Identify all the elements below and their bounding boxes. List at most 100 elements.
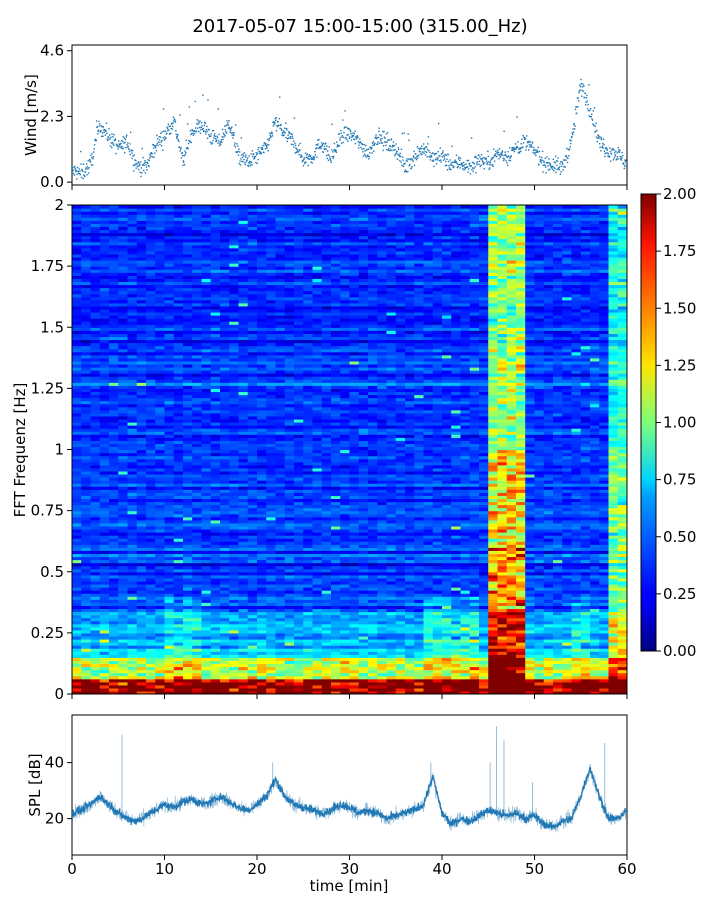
wind-point <box>491 158 493 160</box>
wind-point <box>431 152 433 155</box>
wind-point <box>80 176 83 179</box>
spectrogram-cell <box>210 406 221 411</box>
spectrogram-cell <box>238 470 249 475</box>
spectrogram-cell <box>201 605 212 610</box>
spectrogram-cell <box>220 412 230 417</box>
wind-point <box>399 152 401 155</box>
wind-panel: 0.02.34.6 Wind [m/s] <box>22 42 628 191</box>
spectrogram-cell <box>201 483 212 487</box>
spectrogram-cell <box>146 629 156 634</box>
spectrogram-cell <box>81 406 92 411</box>
spectrogram-cell <box>136 425 147 429</box>
spectrogram-cell <box>229 272 240 276</box>
spectrogram-cell <box>173 373 184 377</box>
spectrogram-cell <box>229 669 240 674</box>
spectrogram-cell <box>155 461 166 466</box>
spectrogram-cell <box>136 253 147 258</box>
spectrogram-cell <box>118 296 129 301</box>
wind-point <box>347 133 350 136</box>
spectrogram-cell <box>247 678 258 683</box>
spectrogram-cell <box>164 538 175 542</box>
wind-point <box>77 170 80 173</box>
spectrogram-cell <box>183 587 193 591</box>
spectrogram-cell <box>81 311 92 316</box>
spectrogram-cell <box>201 385 212 389</box>
spectrogram-cell <box>210 480 221 484</box>
spectrogram-cell <box>109 293 119 298</box>
wind-point <box>127 142 129 144</box>
wind-point <box>435 152 438 155</box>
wind-point <box>393 154 396 157</box>
spectrogram-cell <box>275 678 286 683</box>
spectrogram-cell <box>183 470 193 475</box>
wind-point <box>592 123 594 125</box>
spectrogram-cell <box>220 305 230 310</box>
spectrogram-cell <box>90 333 101 338</box>
wind-point <box>587 107 589 110</box>
spectrogram-cell <box>81 498 92 503</box>
spectrogram-cell <box>109 308 119 313</box>
spectrogram-cell <box>183 299 193 304</box>
wind-point <box>116 145 119 147</box>
spectrogram-cell <box>72 602 82 606</box>
spectrogram-cell <box>81 327 92 331</box>
wind-point <box>142 156 144 159</box>
spectrogram-cell <box>136 452 147 457</box>
spectrogram-cell <box>266 406 277 411</box>
wind-point <box>296 149 299 151</box>
wind-point <box>463 164 466 166</box>
wind-point <box>606 149 608 151</box>
spectrogram-cell <box>220 238 230 243</box>
wind-point <box>166 132 168 135</box>
spectrogram-cell <box>99 635 110 640</box>
spectrogram-cell <box>210 620 221 625</box>
wind-point <box>285 127 288 130</box>
wind-point <box>310 157 313 159</box>
spectrogram-cell <box>247 642 258 646</box>
spectrogram-cell <box>81 614 92 619</box>
spectrogram-cell <box>229 311 240 316</box>
spectrogram-cell <box>99 373 110 377</box>
wind-point <box>243 152 246 154</box>
wind-point <box>171 125 174 128</box>
spectrogram-cell <box>146 553 156 558</box>
spectrogram-cell <box>146 492 156 496</box>
spectrogram-cell <box>183 351 193 356</box>
spectrogram-cell <box>192 553 203 558</box>
spectrogram-cell <box>155 339 166 344</box>
spectrogram-cell <box>127 489 138 493</box>
spectrogram-cell <box>257 654 267 658</box>
spectrogram-cell <box>229 370 240 374</box>
wind-point <box>601 146 603 149</box>
wind-point <box>138 162 140 164</box>
spectrogram-cell <box>266 223 277 227</box>
spectrogram-cell <box>118 241 129 246</box>
wind-point <box>428 149 430 152</box>
spectrogram-cell <box>99 535 110 539</box>
spectrogram-cell <box>164 504 175 509</box>
wind-point <box>578 90 581 92</box>
spectrogram-cell <box>127 513 138 518</box>
wind-point <box>599 136 602 138</box>
spectrogram-cell <box>155 345 166 350</box>
spectrogram-cell <box>266 403 277 408</box>
wind-point <box>464 166 467 169</box>
wind-point <box>566 156 568 159</box>
spectrogram-cell <box>72 318 82 322</box>
spectrogram-cell <box>81 363 92 368</box>
spectrogram-cell <box>257 308 267 313</box>
spectrogram-cell <box>127 345 138 350</box>
spectrogram-cell <box>118 599 129 603</box>
spectrogram-cell <box>210 272 221 276</box>
spectrogram-cell <box>136 678 147 683</box>
spectrogram-cell <box>192 690 203 694</box>
spectrogram-cell <box>136 311 147 316</box>
spectrogram-cell <box>266 351 277 356</box>
spectrogram-cell <box>90 379 101 383</box>
wind-point <box>312 158 314 160</box>
spectrogram-cell <box>90 226 101 231</box>
spectrogram-cell <box>72 519 82 524</box>
spectrogram-cell <box>247 336 258 341</box>
spectrogram-cell <box>210 654 221 658</box>
spectrogram-cell <box>118 275 129 279</box>
